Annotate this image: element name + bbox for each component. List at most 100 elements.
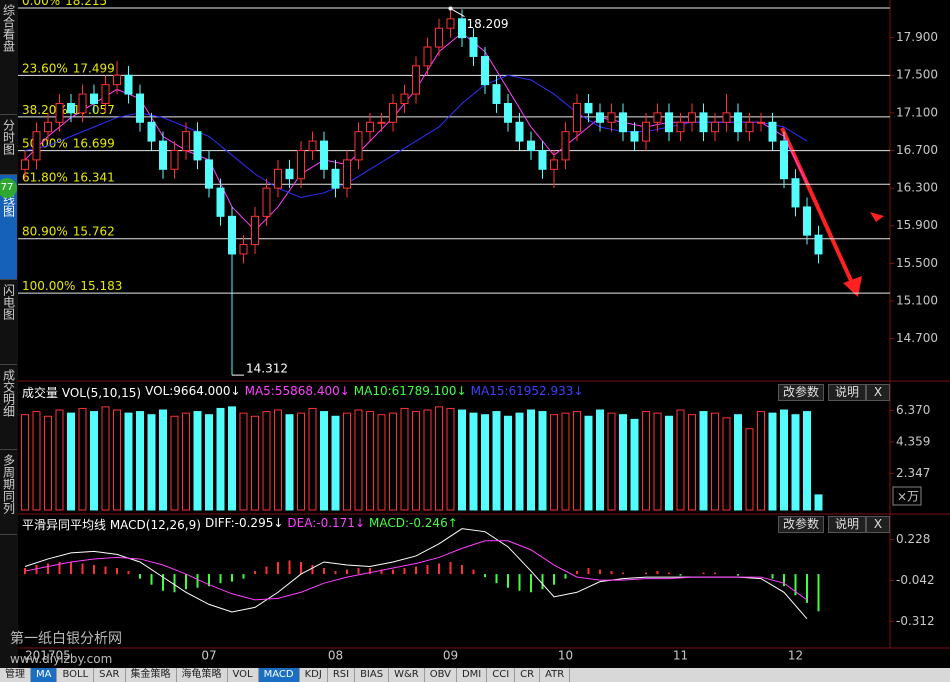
- y-tick-label: 15.500: [896, 256, 938, 270]
- watermark: www.diyizby.com: [10, 652, 113, 666]
- indicator-tab[interactable]: SAR: [94, 668, 126, 682]
- candle-body: [32, 131, 41, 161]
- candle-body: [147, 121, 156, 142]
- x-tick-label: 09: [443, 649, 458, 663]
- volume-bar: [262, 411, 271, 511]
- volume-bar: [768, 412, 777, 511]
- indicator-tab[interactable]: MA: [31, 668, 58, 682]
- fib-value: 15.762: [73, 224, 115, 238]
- indicator-tab[interactable]: 管理: [0, 668, 31, 682]
- volume-bar: [21, 414, 29, 511]
- volume-bar: [642, 411, 650, 511]
- panel-button[interactable]: 改参数: [778, 516, 824, 533]
- candle-body: [400, 93, 409, 104]
- indicator-tab[interactable]: DMI: [457, 668, 488, 682]
- indicator-tab[interactable]: BOLL: [57, 668, 95, 682]
- fib-ratio: 0.00%: [22, 0, 60, 7]
- panel-button[interactable]: 说明: [828, 384, 866, 401]
- volume-bar: [665, 415, 673, 511]
- indicator-tab[interactable]: CCI: [487, 668, 516, 682]
- legend-entry: DEA:-0.171↓: [287, 516, 365, 530]
- volume-bar: [734, 414, 742, 511]
- candle-body: [768, 121, 777, 142]
- fib-label: 61.80% 16.341: [22, 170, 115, 184]
- volume-bar: [481, 414, 489, 511]
- volume-bar: [216, 407, 225, 511]
- panel-button[interactable]: 说明: [828, 516, 866, 533]
- indicator-tab[interactable]: RSI: [328, 668, 356, 682]
- indicator-tab[interactable]: 集金策略: [126, 668, 177, 682]
- sidebar: 综合看盘 分时图 K线图 闪电图 成交明细 多周期同列 77: [0, 0, 18, 668]
- candle-body: [389, 102, 397, 123]
- candle-body: [676, 121, 685, 133]
- candle-body: [343, 159, 351, 189]
- volume-bar: [239, 412, 248, 511]
- indicator-tab[interactable]: W&R: [389, 668, 425, 682]
- volume-bar: [136, 411, 144, 511]
- candle-body: [55, 102, 64, 123]
- candle-body: [584, 102, 593, 114]
- indicator-tab[interactable]: BIAS: [355, 668, 390, 682]
- volume-bar: [584, 415, 593, 511]
- volume-bar: [527, 409, 535, 511]
- indicator-tab[interactable]: CR: [515, 668, 541, 682]
- volume-bar: [722, 417, 731, 511]
- candle-body: [182, 131, 190, 151]
- volume-bar: [538, 411, 547, 511]
- candle-body: [573, 102, 581, 133]
- candle-body: [665, 112, 673, 133]
- fib-ratio: 50.00%: [22, 136, 68, 150]
- fib-value: 17.499: [73, 61, 115, 75]
- indicator-tab[interactable]: OBV: [425, 668, 457, 682]
- fib-label: 80.90% 15.762: [22, 224, 115, 238]
- indicator-tab[interactable]: KDJ: [300, 668, 328, 682]
- unit-box: [892, 486, 922, 506]
- volume-bar: [515, 412, 524, 511]
- indicator-tab[interactable]: MACD: [258, 668, 300, 682]
- x-tick-label: 07: [201, 649, 216, 663]
- volume-bar: [193, 411, 202, 511]
- legend-entry: MA10:61789.100↓: [353, 384, 467, 398]
- candle-body: [527, 140, 535, 151]
- candle-body: [504, 102, 512, 123]
- indicator-tab[interactable]: ATR: [540, 668, 571, 682]
- candle-body: [803, 206, 811, 236]
- volume-bar: [412, 411, 420, 511]
- volume-bar: [67, 412, 75, 511]
- sidebar-tab[interactable]: 闪电图: [0, 280, 17, 365]
- candle-body: [251, 215, 259, 246]
- volume-bar: [435, 406, 443, 511]
- y-tick-label: 2.347: [896, 466, 930, 480]
- fib-label: 0.00% 18.215: [22, 0, 107, 7]
- panel-button[interactable]: X: [866, 384, 890, 401]
- candle-body: [297, 149, 305, 180]
- candle-body: [159, 140, 167, 170]
- sidebar-tab[interactable]: 多周期同列: [0, 450, 17, 535]
- candle-body: [757, 121, 765, 124]
- fib-label: 100.00% 15.183: [22, 279, 122, 293]
- volume-bar: [699, 411, 708, 511]
- volume-bar: [653, 412, 662, 511]
- x-tick-label: 11: [673, 649, 688, 663]
- volume-bar: [630, 418, 639, 511]
- panel-button[interactable]: X: [866, 516, 890, 533]
- candle-body: [285, 168, 294, 180]
- candle-body: [435, 27, 443, 48]
- volume-bar: [389, 412, 397, 511]
- y-tick-label: 17.500: [896, 68, 938, 82]
- volume-bar: [469, 412, 478, 511]
- panel-button[interactable]: 改参数: [778, 384, 824, 401]
- candle-body: [44, 121, 52, 133]
- candle-body: [331, 168, 340, 189]
- sidebar-tab[interactable]: 综合看盘: [0, 0, 17, 115]
- indicator-tab[interactable]: VOL: [228, 668, 259, 682]
- volume-bar: [170, 415, 179, 511]
- sidebar-tab[interactable]: 分时图: [0, 115, 17, 175]
- indicator-tab[interactable]: 海龟策略: [177, 668, 228, 682]
- sidebar-tab[interactable]: 成交明细: [0, 365, 17, 450]
- candle-body: [21, 159, 29, 170]
- y-tick-label: -0.312: [896, 614, 935, 628]
- watermark: 第一纸白银分析网: [10, 631, 122, 647]
- candle-body: [550, 159, 558, 170]
- volume-bar: [147, 414, 156, 511]
